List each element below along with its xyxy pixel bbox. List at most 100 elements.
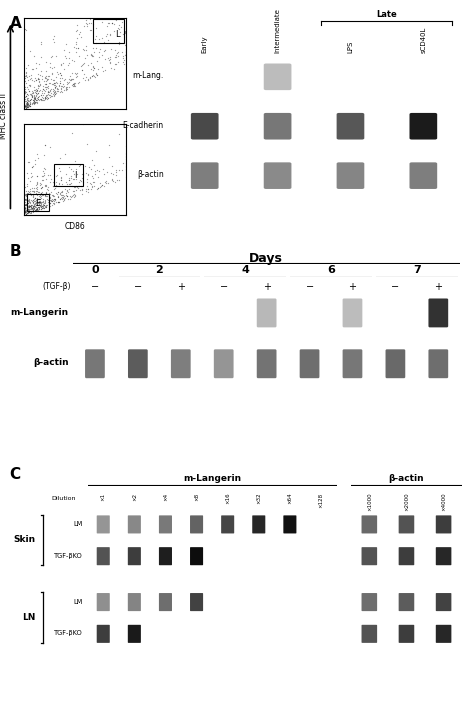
Point [64, 78, 71, 89]
Point [29, 189, 36, 200]
Point [87, 183, 95, 194]
Point [50, 164, 57, 175]
Point [28, 202, 36, 213]
Point [68, 80, 76, 91]
Point [60, 195, 67, 206]
Point [47, 51, 55, 62]
Point [49, 85, 56, 96]
Point [71, 55, 78, 66]
Point [46, 198, 53, 210]
Point [84, 186, 92, 198]
Point [75, 176, 83, 187]
Point [108, 17, 115, 28]
Point [33, 179, 40, 191]
FancyBboxPatch shape [128, 349, 148, 378]
Point [20, 207, 27, 218]
Point [29, 201, 36, 212]
FancyBboxPatch shape [159, 547, 172, 566]
Point [73, 46, 80, 57]
Point [28, 90, 36, 102]
Point [79, 172, 86, 184]
Point [66, 76, 73, 88]
Point [106, 56, 114, 68]
Point [22, 78, 30, 89]
Point [33, 203, 41, 215]
Point [20, 191, 28, 202]
Point [30, 92, 37, 104]
Point [30, 193, 37, 205]
Point [20, 99, 28, 110]
Point [23, 203, 30, 214]
Point [36, 189, 44, 200]
Point [22, 185, 30, 196]
Text: I: I [74, 172, 77, 180]
Point [68, 54, 75, 66]
Point [36, 196, 44, 208]
Point [50, 74, 57, 85]
Point [56, 189, 64, 200]
Point [39, 174, 46, 186]
Point [122, 153, 129, 164]
Point [41, 81, 48, 92]
Point [39, 203, 46, 214]
Point [31, 192, 38, 203]
Point [52, 80, 60, 92]
Point [84, 180, 91, 191]
Text: −: − [392, 282, 400, 292]
Point [28, 195, 36, 206]
Point [27, 201, 34, 212]
Point [33, 181, 41, 193]
Point [77, 31, 84, 42]
Point [89, 42, 97, 53]
Point [28, 205, 36, 217]
Point [33, 186, 40, 197]
Point [51, 85, 58, 97]
Point [22, 101, 30, 112]
Point [37, 192, 45, 203]
Point [122, 140, 129, 152]
Point [82, 17, 90, 28]
Text: ×1: ×1 [101, 493, 106, 501]
Point [71, 189, 79, 201]
Point [23, 102, 30, 113]
Point [30, 203, 38, 214]
Point [101, 176, 109, 187]
Point [42, 174, 50, 185]
Point [29, 201, 37, 213]
Point [121, 25, 129, 37]
Text: L: L [115, 30, 120, 39]
Point [68, 68, 76, 79]
Point [109, 176, 117, 187]
Point [34, 85, 41, 96]
Point [33, 204, 41, 215]
Point [25, 95, 32, 106]
Point [29, 196, 37, 208]
Point [51, 193, 59, 205]
Point [31, 93, 38, 104]
Point [40, 197, 47, 208]
Point [33, 178, 40, 189]
Point [34, 73, 42, 84]
Point [23, 99, 31, 110]
Point [47, 90, 55, 102]
Point [25, 203, 32, 215]
Point [82, 74, 89, 85]
Text: Early: Early [202, 35, 208, 53]
Point [53, 66, 61, 77]
Point [41, 88, 48, 99]
Point [73, 39, 80, 50]
Point [70, 78, 78, 89]
Point [30, 76, 38, 87]
Point [111, 58, 119, 69]
Point [65, 47, 73, 58]
Point [21, 102, 28, 113]
Point [36, 196, 44, 207]
Point [20, 206, 28, 217]
Point [56, 72, 64, 83]
Point [31, 185, 38, 196]
Point [110, 18, 118, 30]
Point [74, 183, 82, 194]
Point [109, 174, 116, 186]
Point [71, 41, 78, 52]
Point [28, 203, 36, 214]
